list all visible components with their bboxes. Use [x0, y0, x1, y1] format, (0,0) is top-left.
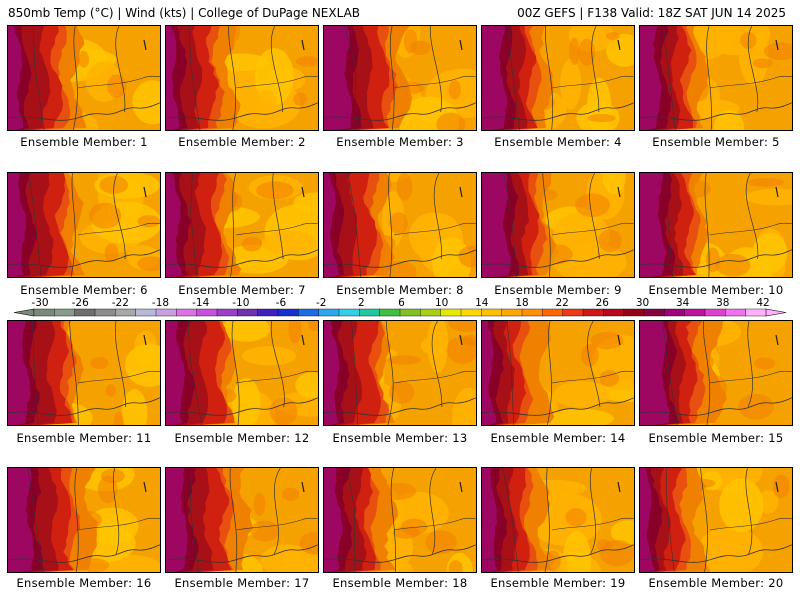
- ensemble-member-label: Ensemble Member: 20: [648, 576, 784, 590]
- ensemble-panel-7: [165, 172, 319, 278]
- ensemble-member-label: Ensemble Member: 1: [20, 135, 148, 149]
- ensemble-member-label: Ensemble Member: 11: [16, 431, 152, 445]
- ensemble-member-label: Ensemble Member: 13: [332, 431, 468, 445]
- ensemble-panel-9: [481, 172, 635, 278]
- colorbar-tick-label: 6: [398, 297, 405, 309]
- ensemble-member-label: Ensemble Member: 18: [332, 576, 468, 590]
- ensemble-panel-14: [481, 320, 635, 426]
- colorbar-tick-label: 10: [435, 297, 449, 309]
- ensemble-member-label: Ensemble Member: 6: [20, 283, 148, 297]
- ensemble-panel-15: [639, 320, 793, 426]
- colorbar-tick-label: 30: [635, 297, 650, 309]
- ensemble-member-label: Ensemble Member: 9: [494, 283, 622, 297]
- colorbar-tick-label: -18: [151, 297, 170, 309]
- colorbar-tick-label: 34: [676, 297, 690, 309]
- colorbar-tick-label: -14: [192, 297, 210, 309]
- colorbar-tick-label: -6: [275, 297, 287, 309]
- ensemble-panel-2: [165, 25, 319, 131]
- ensemble-panel-19: [481, 467, 635, 573]
- ensemble-member-label: Ensemble Member: 7: [178, 283, 306, 297]
- ensemble-panel-3: [323, 25, 477, 131]
- ensemble-member-label: Ensemble Member: 8: [336, 283, 464, 297]
- ensemble-member-label: Ensemble Member: 3: [336, 135, 464, 149]
- ensemble-member-label: Ensemble Member: 15: [648, 431, 784, 445]
- ensemble-panel-11: [7, 320, 161, 426]
- ensemble-member-label: Ensemble Member: 4: [494, 135, 622, 149]
- ensemble-member-label: Ensemble Member: 16: [16, 576, 152, 590]
- ensemble-panel-17: [165, 467, 319, 573]
- colorbar-tick-label: 2: [357, 297, 365, 309]
- ensemble-panel-6: [7, 172, 161, 278]
- ensemble-member-label: Ensemble Member: 5: [652, 135, 780, 149]
- colorbar-tick-label: -22: [111, 297, 129, 309]
- colorbar-tick-label: -26: [71, 297, 89, 309]
- ensemble-panel-4: [481, 25, 635, 131]
- colorbar-tick-label: -2: [315, 297, 327, 309]
- temperature-colorbar: [13, 308, 787, 317]
- colorbar-tick-label: 42: [756, 297, 770, 309]
- ensemble-member-label: Ensemble Member: 19: [490, 576, 626, 590]
- ensemble-panel-1: [7, 25, 161, 131]
- colorbar-tick-label: 22: [555, 297, 569, 309]
- ensemble-panel-10: [639, 172, 793, 278]
- ensemble-panel-20: [639, 467, 793, 573]
- ensemble-member-label: Ensemble Member: 10: [648, 283, 784, 297]
- ensemble-member-label: Ensemble Member: 14: [490, 431, 626, 445]
- ensemble-member-label: Ensemble Member: 2: [178, 135, 306, 149]
- ensemble-member-label: Ensemble Member: 12: [174, 431, 310, 445]
- ensemble-panel-12: [165, 320, 319, 426]
- ensemble-panel-18: [323, 467, 477, 573]
- forecast-valid-time: 00Z GEFS | F138 Valid: 18Z SAT JUN 14 20…: [517, 6, 786, 20]
- colorbar-tick-label: 38: [716, 297, 730, 309]
- colorbar-tick-label: 18: [515, 297, 529, 309]
- ensemble-panel-13: [323, 320, 477, 426]
- map-title: 850mb Temp (°C) | Wind (kts) | College o…: [8, 6, 361, 20]
- colorbar-tick-label: -30: [31, 297, 49, 309]
- ensemble-panel-16: [7, 467, 161, 573]
- colorbar-tick-label: -10: [232, 297, 250, 309]
- ensemble-panel-5: [639, 25, 793, 131]
- ensemble-panel-8: [323, 172, 477, 278]
- colorbar-tick-label: 14: [475, 297, 489, 309]
- colorbar-tick-label: 26: [595, 297, 609, 309]
- ensemble-member-label: Ensemble Member: 17: [174, 576, 310, 590]
